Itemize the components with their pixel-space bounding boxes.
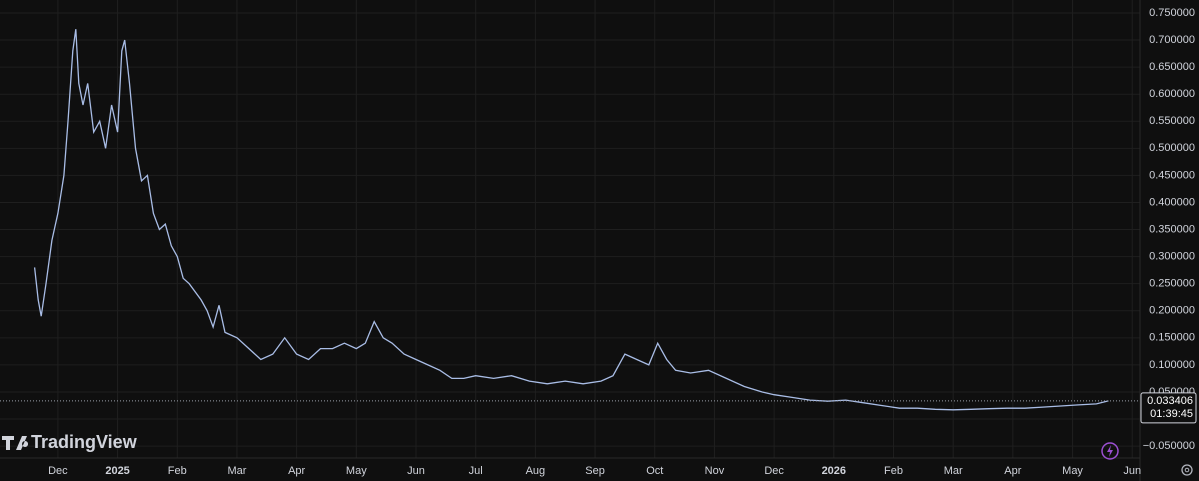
x-tick-label: Jun xyxy=(1123,465,1141,477)
x-tick-label: Aug xyxy=(526,465,546,477)
last-price-tag xyxy=(1140,392,1197,424)
x-tick-label: May xyxy=(1062,465,1083,477)
y-tick-label: 0.450000 xyxy=(1149,169,1195,181)
x-tick-label: Oct xyxy=(646,465,663,477)
x-tick-label: Dec xyxy=(48,465,68,477)
y-tick-label: 0.100000 xyxy=(1149,359,1195,371)
x-tick-label: Feb xyxy=(884,465,903,477)
x-tick-label: Jul xyxy=(469,465,483,477)
y-tick-label: 0.700000 xyxy=(1149,34,1195,46)
x-tick-label: 2025 xyxy=(105,465,129,477)
logo: TradingView xyxy=(2,432,138,452)
y-tick-label: 0.150000 xyxy=(1149,332,1195,344)
replay-button[interactable] xyxy=(1101,442,1119,460)
y-tick-label: 0.300000 xyxy=(1149,251,1195,263)
y-tick-label: 0.600000 xyxy=(1149,88,1195,100)
y-tick-label: 0.500000 xyxy=(1149,142,1195,154)
x-tick-label: Apr xyxy=(1004,465,1021,477)
countdown-label: 01:39:45 xyxy=(1150,408,1193,420)
x-tick-label: Jun xyxy=(407,465,425,477)
x-tick-label: Apr xyxy=(288,465,305,477)
brand: TradingView xyxy=(31,432,138,452)
x-tick-label: Dec xyxy=(764,465,784,477)
y-tick-label: −0.050000 xyxy=(1143,440,1195,452)
x-tick-label: 2026 xyxy=(822,465,846,477)
y-tick-label: 0.200000 xyxy=(1149,305,1195,317)
x-tick-label: Feb xyxy=(168,465,187,477)
x-tick-label: Sep xyxy=(585,465,605,477)
x-tick-label: Mar xyxy=(227,465,246,477)
y-tick-label: 0.650000 xyxy=(1149,61,1195,73)
y-tick-label: 0.350000 xyxy=(1149,223,1195,235)
y-tick-label: 0.750000 xyxy=(1149,7,1195,19)
last-price-label: 0.033406 xyxy=(1147,395,1193,407)
y-tick-label: 0.250000 xyxy=(1149,278,1195,290)
price-line xyxy=(33,29,1109,411)
settings-button[interactable] xyxy=(1181,464,1193,476)
x-tick-label: Nov xyxy=(705,465,725,477)
y-tick-label: 0.550000 xyxy=(1149,115,1195,127)
x-tick-label: May xyxy=(346,465,367,477)
x-tick-label: Mar xyxy=(944,465,963,477)
y-tick-label: 0.400000 xyxy=(1149,196,1195,208)
